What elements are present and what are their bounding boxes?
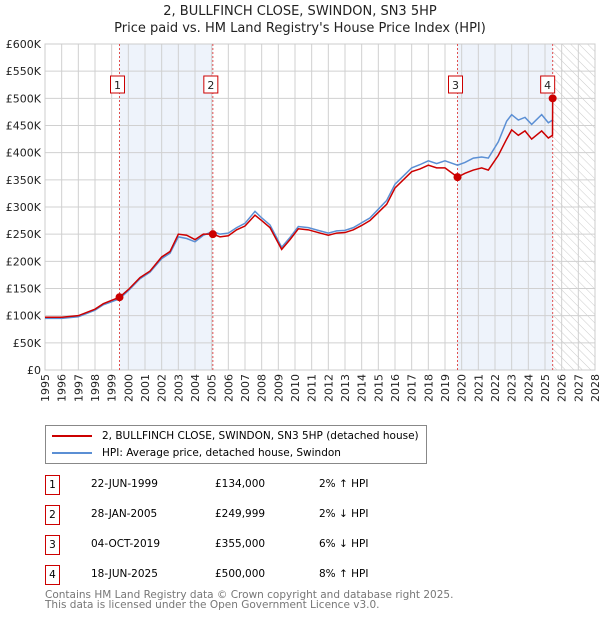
x-tick-label: 2022 [489,374,502,402]
legend-label: 2, BULLFINCH CLOSE, SWINDON, SN3 5HP (de… [102,430,419,442]
sale-hpi-diff: 2% ↑ HPI [319,478,369,490]
x-tick-label: 2004 [189,374,202,402]
y-tick-label: £200K [6,255,42,268]
x-tick-label: 2002 [156,374,169,402]
line-chart: 1995 1996 1997 1998 1999 2000 2001 2002 2003 2004… [6,38,600,402]
y-tick-label: £150K [6,283,42,296]
sale-hpi-diff: 2% ↓ HPI [319,508,369,520]
x-tick-label: 1995 [39,374,52,402]
x-tick-label: 2021 [472,374,485,402]
x-tick-label: 1996 [56,374,69,402]
hpi-line [45,113,553,320]
x-tick-label: 2016 [389,374,402,402]
x-tick-label: 2010 [289,374,302,402]
legend: 2, BULLFINCH CLOSE, SWINDON, SN3 5HP (de… [45,425,427,464]
x-tick-label: 2020 [456,374,469,402]
sale-date: 18-JUN-2025 [91,568,158,580]
x-tick-label: 2026 [556,374,569,402]
x-tick-label: 2014 [356,374,369,402]
x-tick-label: 1998 [89,374,102,402]
sale-price: £355,000 [215,538,266,550]
sale-hpi-diff: 8% ↑ HPI [319,568,369,580]
sale-price: £500,000 [215,568,266,580]
y-tick-label: £50K [13,337,42,350]
sale-row: 3 04-OCT-2019 £355,000 6% ↓ HPI [45,535,445,555]
x-tick-label: 2019 [439,374,452,402]
footer-line: Contains HM Land Registry data © Crown c… [45,589,454,601]
x-tick-label: 2017 [406,374,419,402]
plot-frame [44,43,596,371]
x-tick-label: 2000 [122,374,135,402]
x-tick-label: 2027 [572,374,585,402]
sale-point [453,173,462,182]
sale-row: 4 18-JUN-2025 £500,000 8% ↑ HPI [45,565,445,585]
sale-price: £134,000 [215,478,266,490]
sale-price: £249,999 [215,508,266,520]
sale-label: 2 [207,79,214,92]
sale-label: 4 [544,79,551,92]
y-tick-label: £400K [6,147,42,160]
x-tick-label: 2023 [506,374,519,402]
sale-point [208,230,217,239]
sale-point [115,293,124,302]
sale-date: 22-JUN-1999 [91,478,158,490]
sale-marker-box: 1 [45,475,60,495]
x-tick-label: 2028 [589,374,600,402]
sale-label: 3 [452,79,459,92]
y-tick-label: £300K [6,201,42,214]
sale-marker-box: 3 [45,535,60,555]
sale-point [548,94,557,103]
y-tick-label: £500K [6,92,42,105]
y-tick-label: £250K [6,228,42,241]
sale-label-box [540,75,556,94]
sale-date: 28-JAN-2005 [91,508,158,520]
x-tick-label: 2012 [322,374,335,402]
sale-hpi-diff: 6% ↓ HPI [319,538,369,550]
y-tick-label: £550K [6,65,42,78]
x-tick-label: 2005 [206,374,219,402]
x-tick-label: 2008 [256,374,269,402]
legend-item-property: 2, BULLFINCH CLOSE, SWINDON, SN3 5HP (de… [52,428,419,444]
x-tick-label: 2018 [422,374,435,402]
legend-swatch-red [52,435,92,437]
y-tick-label: £450K [6,120,42,133]
legend-item-hpi: HPI: Average price, detached house, Swin… [52,445,341,461]
x-tick-label: 2013 [339,374,352,402]
x-tick-label: 2024 [522,374,535,402]
x-tick-label: 2009 [272,374,285,402]
sale-row: 2 28-JAN-2005 £249,999 2% ↓ HPI [45,505,445,525]
x-tick-label: 2003 [172,374,185,402]
legend-label: HPI: Average price, detached house, Swin… [102,447,341,459]
sale-label-box [110,75,125,94]
sale-marker-box: 2 [45,505,60,525]
sale-label: 1 [114,79,121,92]
footer: Contains HM Land Registry data © Crown c… [45,589,454,611]
x-tick-label: 2001 [139,374,152,402]
sale-label-box [448,75,463,94]
legend-swatch-blue [52,452,92,454]
x-tick-label: 1997 [72,374,85,402]
y-tick-label: £100K [6,310,42,323]
footer-line: This data is licensed under the Open Gov… [45,599,380,611]
sale-row: 1 22-JUN-1999 £134,000 2% ↑ HPI [45,475,445,495]
y-tick-label: £600K [6,38,42,51]
x-tick-label: 2025 [539,374,552,402]
property-line [45,98,554,319]
y-tick-label: £350K [6,174,42,187]
chart-title: 2, BULLFINCH CLOSE, SWINDON, SN3 5HP [163,4,437,19]
x-tick-label: 1999 [106,374,119,402]
sale-marker-box: 4 [45,565,60,585]
chart-subtitle: Price paid vs. HM Land Registry's House … [114,21,486,36]
sale-date: 04-OCT-2019 [91,538,160,550]
x-tick-label: 2007 [239,374,252,402]
y-tick-label: £0 [27,364,41,377]
x-tick-label: 2015 [372,374,385,402]
sale-label-box [203,75,219,94]
x-tick-label: 2011 [306,374,319,402]
x-tick-label: 2006 [222,374,235,402]
